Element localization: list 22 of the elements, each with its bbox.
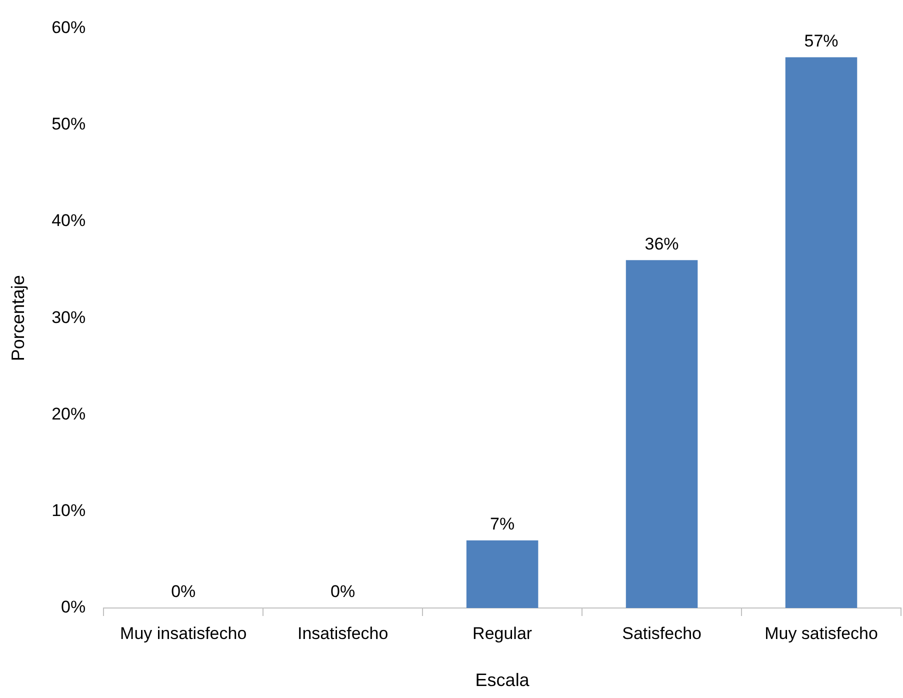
x-tick-label: Muy satisfecho	[764, 624, 878, 643]
y-tick-label: 20%	[52, 404, 86, 424]
x-tick-label: Regular	[472, 624, 532, 643]
x-tick-label: Insatisfecho	[297, 624, 388, 643]
data-label: 0%	[171, 582, 196, 602]
bar	[626, 260, 698, 608]
y-axis-title: Porcentaje	[8, 275, 28, 362]
data-label: 0%	[330, 582, 356, 602]
data-label: 57%	[804, 31, 838, 50]
x-axis-title: Escala	[475, 670, 530, 690]
bar	[466, 540, 538, 608]
y-tick-label: 40%	[52, 211, 86, 230]
y-tick-label: 0%	[61, 598, 86, 617]
y-tick-label: 50%	[52, 114, 86, 134]
data-label: 7%	[490, 514, 515, 534]
y-tick-label: 30%	[52, 308, 86, 327]
data-label: 36%	[644, 234, 679, 254]
x-tick-label: Satisfecho	[622, 624, 702, 643]
y-tick-label: 60%	[52, 18, 86, 37]
bar	[785, 57, 858, 608]
y-tick-label: 10%	[52, 501, 86, 520]
x-tick-label: Muy insatisfecho	[120, 624, 247, 643]
